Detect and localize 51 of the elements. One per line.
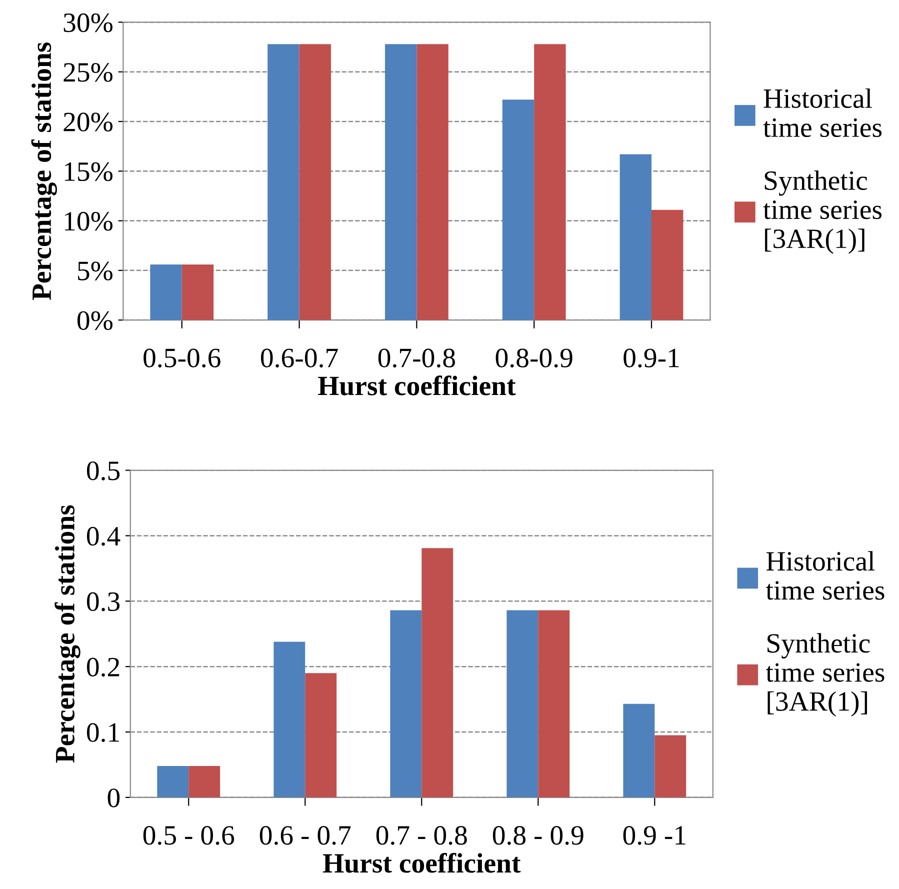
bar (416, 44, 448, 320)
bar (157, 766, 189, 798)
y-tick-label: 0.5 (86, 461, 120, 480)
x-tick-label: 0.8 - 0.9 (492, 826, 584, 845)
y-tick-label: 0.2 (86, 658, 120, 677)
y-tick-label: 5% (78, 262, 112, 280)
bar (623, 704, 655, 798)
bar (299, 44, 331, 320)
bar (188, 766, 220, 798)
y-axis-title: Percentage of stations (54, 505, 80, 763)
x-tick-label: 0.9 -1 (623, 826, 686, 845)
x-tick-label: 0.5 - 0.6 (143, 826, 234, 845)
y-tick-label: 10% (64, 212, 112, 231)
bar (305, 673, 337, 798)
y-tick-label: 25% (64, 63, 112, 82)
y-tick-label: 0.3 (86, 592, 120, 612)
bar (182, 264, 214, 320)
legend-label: Historical time series (766, 551, 884, 600)
bar (502, 100, 534, 320)
bar (384, 44, 417, 320)
bar (538, 610, 570, 798)
x-tick-label: 0.9-1 (624, 348, 679, 368)
bar (654, 735, 686, 798)
y-tick-label: 0 (108, 788, 120, 808)
y-tick-label: 20% (64, 112, 112, 132)
bar (652, 210, 684, 320)
x-tick-label: 0.5-0.6 (144, 348, 220, 368)
bar (274, 642, 306, 798)
bar (534, 44, 566, 320)
x-tick-label: 0.8-0.9 (496, 348, 572, 368)
y-tick-label: 0.4 (86, 526, 120, 546)
bar (150, 264, 182, 320)
bar (506, 610, 538, 798)
legend-label: Synthetic time series [3AR(1)] (763, 170, 882, 254)
x-axis-title: Hurst coefficient (318, 376, 516, 396)
bar (620, 154, 652, 320)
y-axis-title: Percentage of stations (31, 42, 57, 300)
bar (268, 44, 300, 320)
y-tick-label: 15% (64, 162, 112, 182)
bar (422, 548, 454, 798)
y-tick-label: 0.1 (86, 723, 119, 742)
legend-label: Synthetic time series [3AR(1)] (766, 633, 884, 717)
legend-label: Historical time series (763, 88, 882, 138)
x-tick-label: 0.7 - 0.8 (376, 826, 467, 845)
bar (390, 610, 422, 798)
y-tick-label: 0% (77, 311, 112, 330)
x-tick-label: 0.6-0.7 (260, 348, 338, 368)
x-axis-title: Hurst coefficient (322, 852, 521, 873)
x-tick-label: 0.6 - 0.7 (260, 826, 351, 845)
y-tick-label: 30% (64, 13, 112, 32)
x-tick-label: 0.7-0.8 (378, 348, 455, 368)
